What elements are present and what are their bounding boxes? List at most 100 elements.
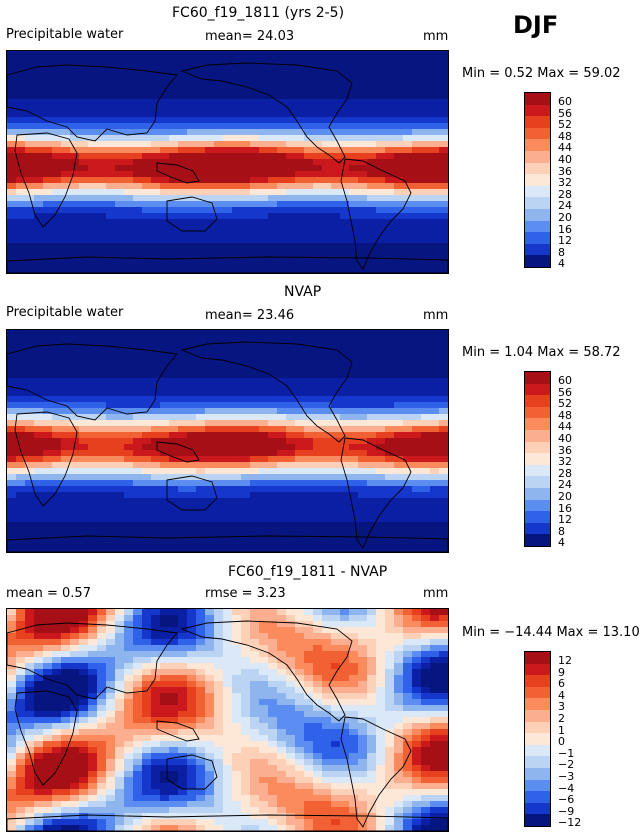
colorbar-tick-label: 0: [558, 735, 565, 749]
colorbar-tick-label: 28: [558, 466, 572, 480]
field-cells: [7, 609, 448, 831]
coastline-path: [340, 158, 412, 270]
coastline-path: [7, 256, 448, 273]
colorbar-tick-label: 56: [558, 385, 572, 399]
colorbar-tick-label: 20: [558, 490, 572, 503]
colorbar-swatch: [525, 150, 550, 163]
colorbar-swatch: [525, 372, 550, 384]
colorbar-tick-label: 1: [558, 723, 565, 737]
colorbar-tick-label: 60: [558, 374, 572, 387]
coastline-path: [7, 814, 448, 831]
colorbar-tick-label: 48: [558, 129, 572, 143]
panel-2-field-plot: [7, 330, 448, 552]
colorbar-swatch: [525, 744, 550, 757]
colorbar-swatch: [525, 476, 550, 488]
colorbar-swatch: [525, 197, 550, 209]
coastline-path: [7, 343, 178, 421]
colorbar-swatch: [525, 511, 550, 523]
colorbar-swatch: [525, 395, 550, 407]
panel-2-variable-label: Precipitable water: [6, 305, 124, 320]
colorbar-tick-label: 20: [558, 211, 572, 224]
panel-1-field-plot: [7, 51, 448, 273]
panel-1-title: FC60_f19_1811 (yrs 2-5): [172, 5, 345, 21]
coastline-path: [180, 341, 353, 443]
panel-1-variable-label: Precipitable water: [6, 27, 124, 42]
colorbar-tick-label: 36: [558, 443, 572, 457]
panel-2-title: NVAP: [284, 284, 322, 300]
colorbar-swatch: [525, 534, 550, 546]
colorbar-tick-label: −4: [558, 781, 575, 795]
colorbar-swatch: [525, 418, 550, 430]
field-cells: [7, 51, 448, 273]
colorbar-tick-label: 4: [558, 257, 565, 271]
coastline-path: [180, 62, 353, 164]
colorbar-tick-label: 32: [558, 455, 572, 469]
coastline-path: [166, 475, 218, 511]
panel-3-minmax: Min = −14.44 Max = 13.10: [462, 625, 640, 640]
colorbar-swatch: [525, 686, 550, 699]
colorbar-tick-label: −3: [558, 770, 575, 783]
panel-3-difference-plot: [7, 609, 448, 831]
panel-3-mean-label: mean = 0.57: [6, 586, 91, 601]
colorbar-swatch: [525, 721, 550, 734]
colorbar-tick-label: 56: [558, 106, 572, 120]
coastlines: [7, 341, 448, 552]
colorbar-tick-label: 12: [558, 234, 572, 248]
colorbar-tick-label: 32: [558, 176, 572, 190]
colorbar-tick-label: 6: [558, 677, 565, 691]
coastline-path: [156, 162, 200, 184]
colorbar-tick-label: 16: [558, 501, 572, 515]
colorbar-swatch: [525, 383, 550, 396]
colorbar-swatch: [525, 93, 550, 105]
coastlines: [7, 62, 448, 273]
colorbar-tick-label: 40: [558, 153, 572, 166]
panel-1-minmax: Min = 0.52 Max = 59.02: [462, 66, 621, 81]
colorbar-tick-label: 60: [558, 95, 572, 108]
panel-3-colorbar: [524, 651, 551, 827]
colorbar-tick-label: 4: [558, 536, 565, 550]
colorbar-tick-label: 2: [558, 712, 565, 725]
panel-2-mean-label: mean= 23.46: [205, 308, 295, 323]
colorbar-swatch: [525, 791, 550, 803]
colorbar-tick-label: 52: [558, 118, 572, 132]
colorbar-tick-label: 24: [558, 478, 572, 492]
colorbar-swatch: [525, 104, 550, 117]
colorbar-swatch: [525, 220, 550, 233]
colorbar-swatch: [525, 698, 550, 710]
panel-3-map: [6, 608, 449, 832]
colorbar-tick-label: 40: [558, 432, 572, 445]
colorbar-tick-label: 52: [558, 397, 572, 411]
coastline-path: [7, 64, 178, 142]
coastline-path: [14, 132, 78, 228]
colorbar-tick-label: −6: [558, 793, 575, 807]
season-label: DJF: [513, 11, 559, 39]
colorbar-tick-label: 8: [558, 245, 565, 259]
colorbar-swatch: [525, 464, 550, 477]
colorbar-tick-label: 12: [558, 654, 572, 667]
colorbar-swatch: [525, 127, 550, 140]
colorbar-tick-label: 28: [558, 187, 572, 201]
colorbar-swatch: [525, 162, 550, 175]
colorbar-tick-label: 44: [558, 141, 572, 155]
colorbar-tick-label: 3: [558, 700, 565, 714]
colorbar-swatch: [525, 406, 550, 419]
panel-1-map: [6, 50, 449, 274]
coastline-path: [7, 622, 178, 700]
colorbar-tick-label: 8: [558, 524, 565, 538]
panel-3-rmse-label: rmse = 3.23: [205, 586, 286, 601]
colorbar-swatch: [525, 453, 550, 465]
coastline-path: [340, 716, 412, 828]
coastline-path: [340, 437, 412, 549]
coastline-path: [180, 620, 353, 722]
colorbar-tick-label: −9: [558, 804, 575, 818]
colorbar-swatch: [525, 767, 550, 780]
coastline-path: [7, 535, 448, 552]
colorbar-swatch: [525, 243, 550, 256]
coastline-path: [156, 441, 200, 463]
colorbar-tick-label: 12: [558, 513, 572, 527]
panel-2-minmax: Min = 1.04 Max = 58.72: [462, 345, 621, 360]
colorbar-tick-label: −1: [558, 746, 575, 760]
panel-2-map: [6, 329, 449, 553]
coastline-path: [166, 196, 218, 232]
colorbar-swatch: [525, 208, 550, 221]
